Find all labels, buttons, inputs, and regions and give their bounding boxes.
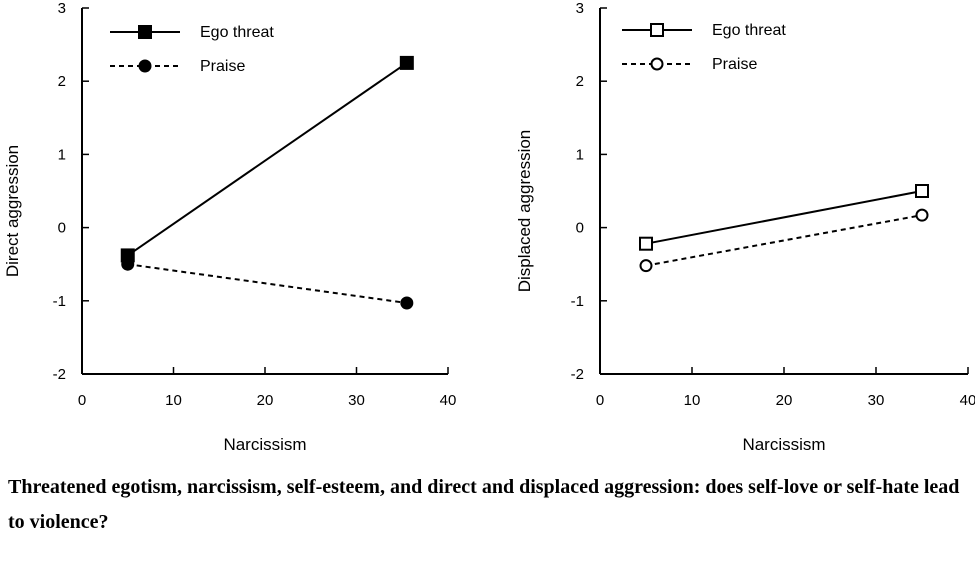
series-line: [127, 263, 407, 304]
y-tick-label: 3: [576, 0, 584, 17]
legend-marker: [138, 59, 152, 73]
legend-marker: [650, 23, 664, 37]
legend-label: Ego threat: [200, 24, 274, 41]
x-tick-label: 40: [440, 392, 457, 409]
legend-marker: [650, 57, 664, 71]
x-tick-label: 30: [868, 392, 885, 409]
x-tick-label: 40: [960, 392, 975, 409]
legend-label: Praise: [712, 56, 757, 73]
y-tick-label: 2: [576, 73, 584, 90]
y-tick-label: -1: [53, 293, 66, 310]
legend-entry: Ego threat: [110, 24, 274, 41]
x-tick-label: 20: [257, 392, 274, 409]
legend-entry: Praise: [110, 58, 245, 75]
y-tick-label: -2: [571, 366, 584, 383]
y-tick-label: 2: [58, 73, 66, 90]
y-tick-label: 1: [576, 146, 584, 163]
data-point: [915, 184, 929, 198]
x-tick-label: 0: [78, 392, 86, 409]
y-tick-label: -1: [571, 293, 584, 310]
y-tick-label: 0: [58, 220, 66, 237]
y-tick-label: 1: [58, 146, 66, 163]
series-praise: [121, 257, 414, 310]
x-tick-label: 20: [776, 392, 793, 409]
y-tick-label: 3: [58, 0, 66, 17]
x-axis-title: Narcissism: [223, 435, 306, 454]
legend-label: Praise: [200, 58, 245, 75]
legend-marker: [138, 25, 152, 39]
figure-caption: Threatened egotism, narcissism, self-est…: [8, 476, 960, 533]
series-line: [645, 190, 923, 245]
series-praise: [639, 208, 929, 273]
data-point: [639, 236, 653, 251]
y-tick-label: 0: [576, 220, 584, 237]
x-axis-title: Narcissism: [742, 435, 825, 454]
y-axis-title: Direct aggression: [3, 145, 22, 277]
legend-label: Ego threat: [712, 22, 786, 39]
y-tick-label: -2: [53, 366, 66, 383]
series-line: [645, 214, 923, 267]
legend-entry: Praise: [622, 56, 757, 73]
x-tick-label: 0: [596, 392, 604, 409]
series-ego-threat: [639, 184, 929, 251]
x-tick-label: 30: [348, 392, 365, 409]
data-point: [400, 296, 414, 310]
data-point: [121, 257, 135, 271]
data-point: [915, 208, 929, 222]
x-tick-label: 10: [165, 392, 182, 409]
data-point: [399, 55, 414, 70]
data-point: [639, 259, 653, 273]
y-axis-title: Displaced aggression: [515, 130, 534, 293]
series-line: [127, 62, 408, 257]
x-tick-label: 10: [684, 392, 701, 409]
legend-entry: Ego threat: [622, 22, 786, 39]
series-ego-threat: [120, 55, 414, 263]
